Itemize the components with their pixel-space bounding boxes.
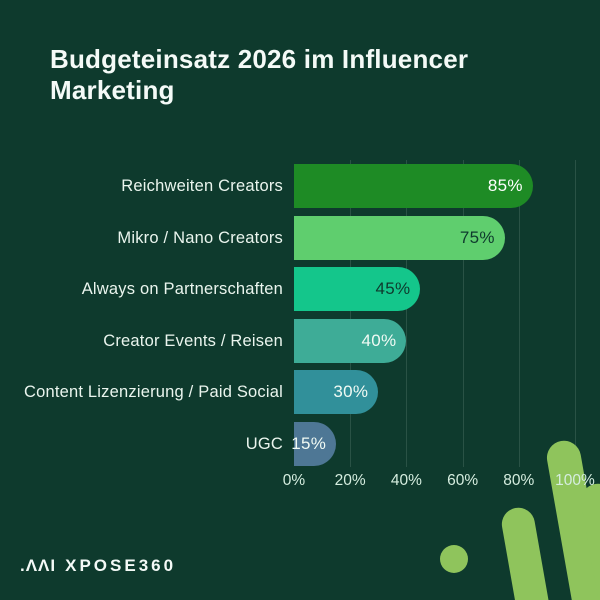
chart-row: Mikro / Nano Creators 75% <box>0 215 600 260</box>
bar-value-label: 75% <box>459 227 495 247</box>
bar-value-label: 45% <box>375 279 411 299</box>
bar-value-label: 15% <box>291 434 327 453</box>
bar-value-label: 85% <box>487 176 523 195</box>
bar-mikro-nano-creators: 75% <box>294 215 505 260</box>
brand-logo: .ΛΛI XPOSE360 <box>20 556 176 576</box>
decor-dot-icon <box>440 545 468 573</box>
bar-reichweiten-creators: 85% <box>294 164 533 208</box>
bar-value-label: 40% <box>361 330 397 350</box>
gridline-40% <box>406 160 408 467</box>
decor-stripe-medium-icon <box>499 505 560 600</box>
bar-always-on-partnerschaften: 45% <box>294 267 421 312</box>
x-tick-20%: 20% <box>334 472 366 489</box>
category-label: Creator Events / Reisen <box>103 331 283 350</box>
category-label: Mikro / Nano Creators <box>117 228 283 247</box>
x-tick-80%: 80% <box>503 472 535 489</box>
logo-wordmark: XPOSE360 <box>65 556 177 575</box>
chart-row: Content Lizenzierung / Paid Social 30% <box>0 370 600 415</box>
chart-row: Reichweiten Creators 85% <box>0 164 600 208</box>
gridline-60% <box>462 160 464 467</box>
category-label: Reichweiten Creators <box>121 177 283 195</box>
bar-value-label: 30% <box>333 382 369 402</box>
category-label: UGC <box>245 435 283 453</box>
bar-ugc: 15% <box>291 422 337 466</box>
bar-creator-events-reisen: 40% <box>294 318 407 363</box>
gridline-100% <box>575 160 576 467</box>
chart-row: Creator Events / Reisen 40% <box>0 318 600 363</box>
chart-title: Budgeteinsatz 2026 im Influencer Marketi… <box>50 44 469 105</box>
x-tick-100%: 100% <box>555 472 595 489</box>
category-label: Always on Partnerschaften <box>81 280 283 299</box>
gridline-20% <box>350 160 352 467</box>
chart-row: UGC 15% <box>0 422 600 466</box>
x-tick-40%: 40% <box>390 472 422 489</box>
category-label: Content Lizenzierung / Paid Social <box>23 383 283 402</box>
x-tick-0%: 0% <box>282 472 306 489</box>
logo-mark-icon: .ΛΛI <box>20 556 57 575</box>
x-tick-60%: 60% <box>447 472 479 489</box>
gridline-80% <box>518 160 520 467</box>
chart-row: Always on Partnerschaften 45% <box>0 267 600 312</box>
bar-content-lizenzierung-paid-social: 30% <box>294 370 379 415</box>
